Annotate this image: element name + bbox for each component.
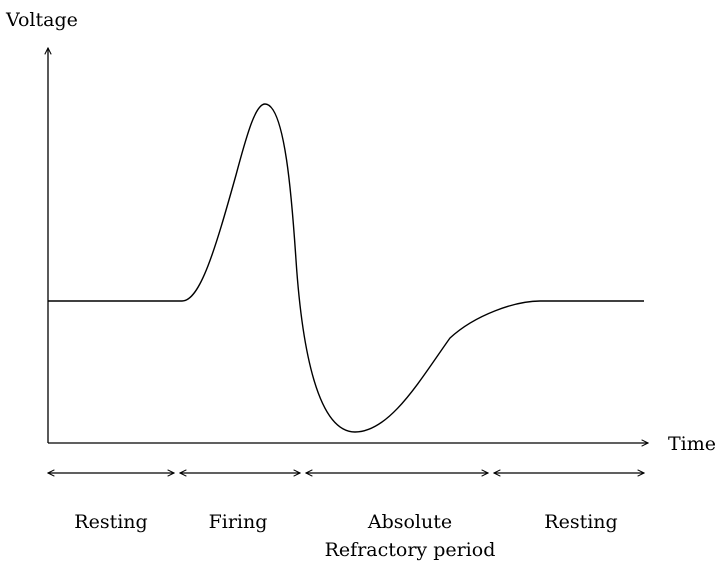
phase-label-resting-2: Resting: [544, 511, 617, 533]
phase-label-resting-1: Resting: [74, 511, 147, 533]
y-axis-label: Voltage: [5, 9, 78, 31]
phase-label-absolute: Absolute: [367, 511, 452, 533]
x-axis-label: Time: [668, 433, 716, 455]
voltage-curve: [48, 103, 644, 433]
phase-label-refractory-period: Refractory period: [325, 539, 496, 561]
phase-label-firing: Firing: [209, 511, 268, 533]
